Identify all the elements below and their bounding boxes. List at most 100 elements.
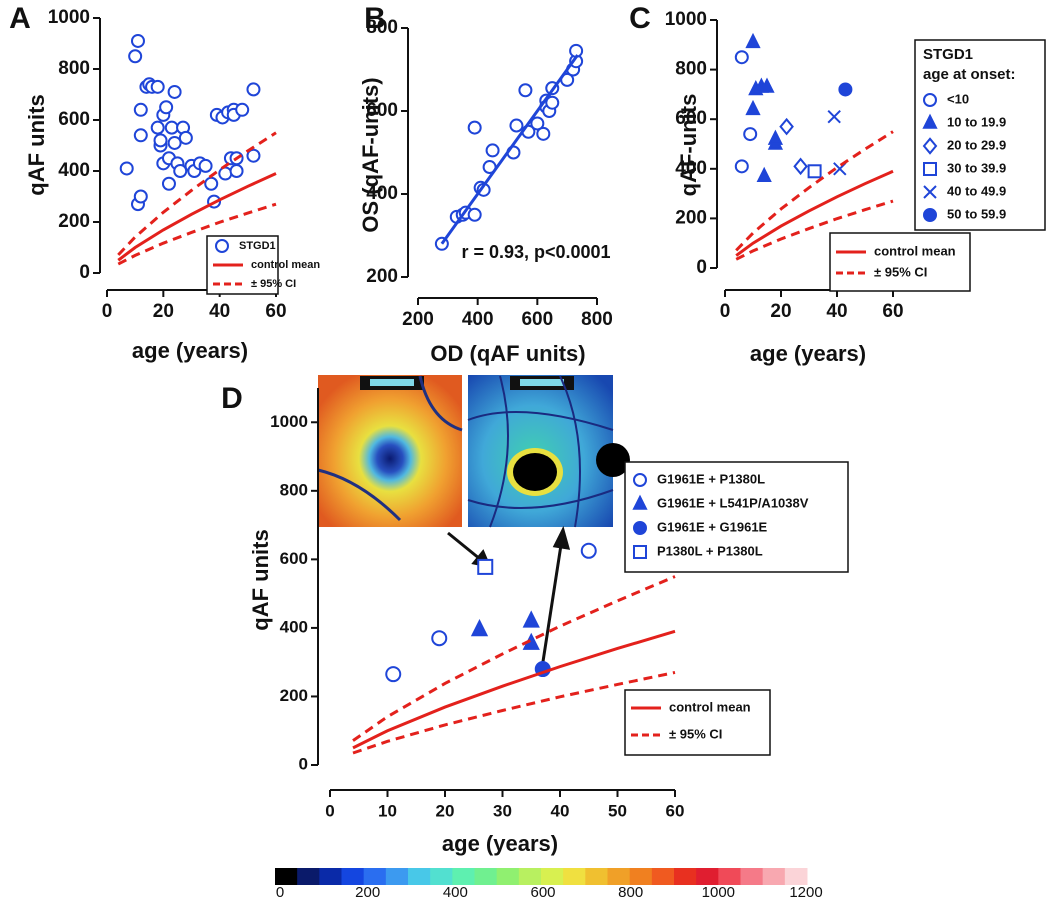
- y-tick-label: 1000: [270, 412, 308, 431]
- y-tick-label: 1000: [48, 7, 90, 28]
- point: [745, 99, 761, 116]
- legend-label: control mean: [251, 259, 320, 271]
- legend-box: [624, 461, 849, 573]
- legend-label: G1961E + G1961E: [657, 519, 768, 534]
- panel-label: B: [364, 2, 386, 35]
- legend-marker: [923, 162, 937, 176]
- line: [117, 202, 277, 266]
- panel-label: D: [221, 382, 243, 415]
- point: [235, 102, 250, 117]
- point: [130, 33, 145, 48]
- legend-marker: [922, 137, 938, 155]
- colorbar-segment: [607, 868, 631, 885]
- legend-label: control mean: [669, 699, 751, 714]
- colorbar-segment: [784, 868, 808, 885]
- line: [352, 670, 676, 755]
- x-tick-label: 0: [102, 301, 113, 322]
- colorbar-tick-label: 200: [355, 884, 380, 901]
- point: [793, 157, 808, 176]
- legend-label: P1380L + P1380L: [657, 543, 763, 558]
- x-tick-label: 400: [462, 309, 494, 330]
- point: [536, 126, 551, 141]
- y-axis-title: qAF-units: [676, 94, 701, 197]
- x-tick-label: 0: [720, 301, 731, 322]
- y-tick-label: 0: [79, 262, 90, 283]
- y-tick-label: 400: [58, 160, 90, 181]
- fundus-image-right: [467, 375, 630, 528]
- colorbar-segment: [518, 868, 542, 885]
- legend-label: ± 95% CI: [251, 278, 296, 290]
- point: [756, 166, 772, 183]
- point: [734, 159, 749, 174]
- line: [352, 575, 676, 742]
- y-tick-label: 1000: [665, 9, 707, 30]
- legend-marker: [633, 545, 647, 559]
- point: [161, 176, 176, 191]
- point: [159, 100, 174, 115]
- legend-label: ± 95% CI: [874, 264, 927, 279]
- line: [440, 54, 579, 245]
- point: [509, 118, 524, 133]
- x-axis-title: OD (qAF units): [430, 341, 585, 366]
- colorbar-segment: [541, 868, 564, 885]
- point: [431, 630, 448, 647]
- point: [580, 542, 597, 559]
- colorbar-segment: [341, 868, 365, 885]
- point: [522, 610, 540, 628]
- x-axis-title: age (years): [750, 341, 866, 366]
- x-tick-label: 20: [153, 301, 174, 322]
- point: [745, 32, 761, 49]
- point: [153, 133, 168, 148]
- colorbar-segment: [762, 868, 786, 885]
- x-tick-label: 10: [378, 801, 397, 820]
- colorbar-tick-label: 400: [443, 884, 468, 901]
- y-tick-label: 600: [675, 108, 707, 129]
- x-tick-label: 800: [581, 309, 613, 330]
- colorbar-tick-label: 1200: [789, 884, 822, 901]
- colorbar-tick-label: 0: [276, 884, 284, 901]
- point: [246, 148, 261, 163]
- arrows: [447, 525, 571, 669]
- colorbar-segment: [651, 868, 675, 885]
- legend-title: STGD1: [923, 46, 973, 63]
- point: [477, 558, 494, 575]
- legend-marker: [215, 239, 229, 253]
- legend-label: G1961E + P1380L: [657, 471, 765, 486]
- legend-label: ± 95% CI: [669, 726, 722, 741]
- line: [735, 199, 894, 261]
- y-tick-label: 0: [696, 257, 707, 278]
- x-tick-label: 200: [402, 309, 434, 330]
- colorbar-tick-label: 600: [530, 884, 555, 901]
- x-tick-label: 60: [666, 801, 685, 820]
- point: [759, 77, 775, 93]
- x-axis-title: age (years): [442, 831, 558, 856]
- legend-title: age at onset:: [923, 66, 1016, 83]
- fundus-image-left: [317, 375, 463, 527]
- x-axis-title: age (years): [132, 338, 248, 363]
- point: [178, 130, 193, 145]
- point: [734, 50, 749, 65]
- point: [467, 207, 482, 222]
- point: [167, 135, 182, 150]
- y-tick-label: 600: [58, 109, 90, 130]
- x-tick-label: 0: [325, 801, 334, 820]
- colorbar-segment: [297, 868, 320, 885]
- colorbar-segment: [474, 868, 498, 885]
- x-tick-label: 60: [882, 301, 903, 322]
- x-tick-label: 20: [770, 301, 791, 322]
- x-tick-label: 50: [608, 801, 627, 820]
- point: [779, 117, 794, 136]
- y-tick-label: 400: [280, 617, 308, 636]
- y-axis-title: OS (qAF-units): [358, 77, 383, 232]
- legend-label: G1961E + L541P/A1038V: [657, 495, 809, 510]
- legend-label: 10 to 19.9: [947, 114, 1006, 129]
- colorbar-segment: [629, 868, 653, 885]
- legend-marker: [632, 494, 648, 510]
- point: [173, 164, 188, 178]
- point: [743, 127, 758, 142]
- point: [167, 84, 182, 99]
- point: [545, 95, 560, 110]
- point: [467, 120, 482, 135]
- y-tick-label: 800: [58, 58, 90, 79]
